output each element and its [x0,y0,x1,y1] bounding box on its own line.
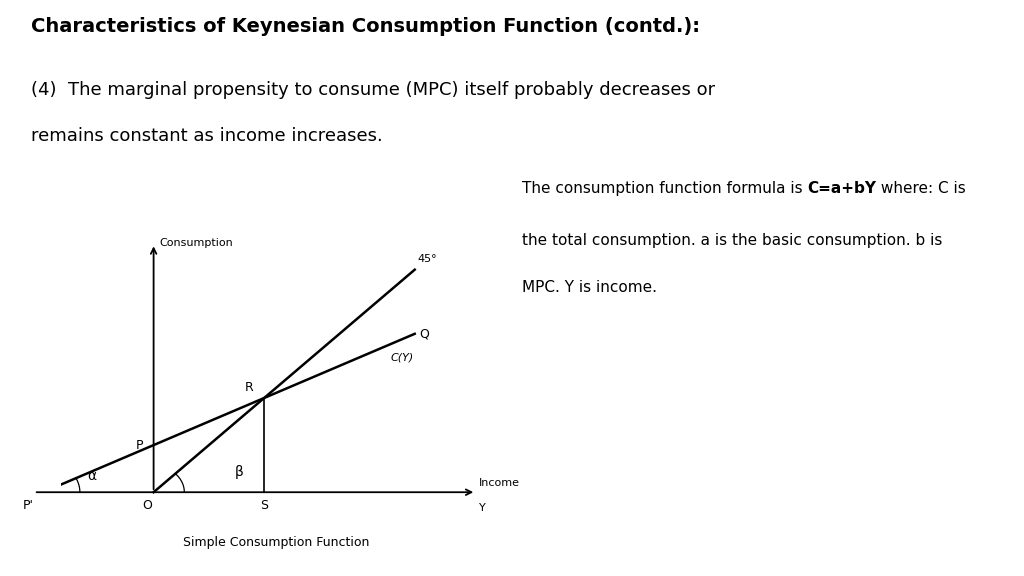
Text: MPC. Y is income.: MPC. Y is income. [522,280,656,295]
Text: P': P' [23,499,34,511]
Text: C(Y): C(Y) [390,352,414,362]
Text: Consumption: Consumption [160,238,233,248]
Text: R: R [245,381,254,394]
Text: Characteristics of Keynesian Consumption Function (contd.):: Characteristics of Keynesian Consumption… [31,17,699,36]
Text: remains constant as income increases.: remains constant as income increases. [31,127,383,145]
Text: O: O [142,499,153,511]
Text: C=a+bY: C=a+bY [807,181,877,196]
Text: Y: Y [479,503,486,513]
Text: S: S [260,499,268,511]
Text: Income: Income [479,478,520,488]
Text: The consumption function formula is: The consumption function formula is [522,181,807,196]
Text: Simple Consumption Function: Simple Consumption Function [183,536,370,549]
Text: β: β [236,465,244,479]
Text: where: C is: where: C is [877,181,966,196]
Text: the total consumption. a is the basic consumption. b is: the total consumption. a is the basic co… [522,233,942,248]
Text: (4)  The marginal propensity to consume (MPC) itself probably decreases or: (4) The marginal propensity to consume (… [31,81,715,98]
Text: 45°: 45° [418,255,437,264]
Text: α: α [88,469,96,483]
Text: P: P [135,438,142,452]
Text: Q: Q [420,327,429,340]
